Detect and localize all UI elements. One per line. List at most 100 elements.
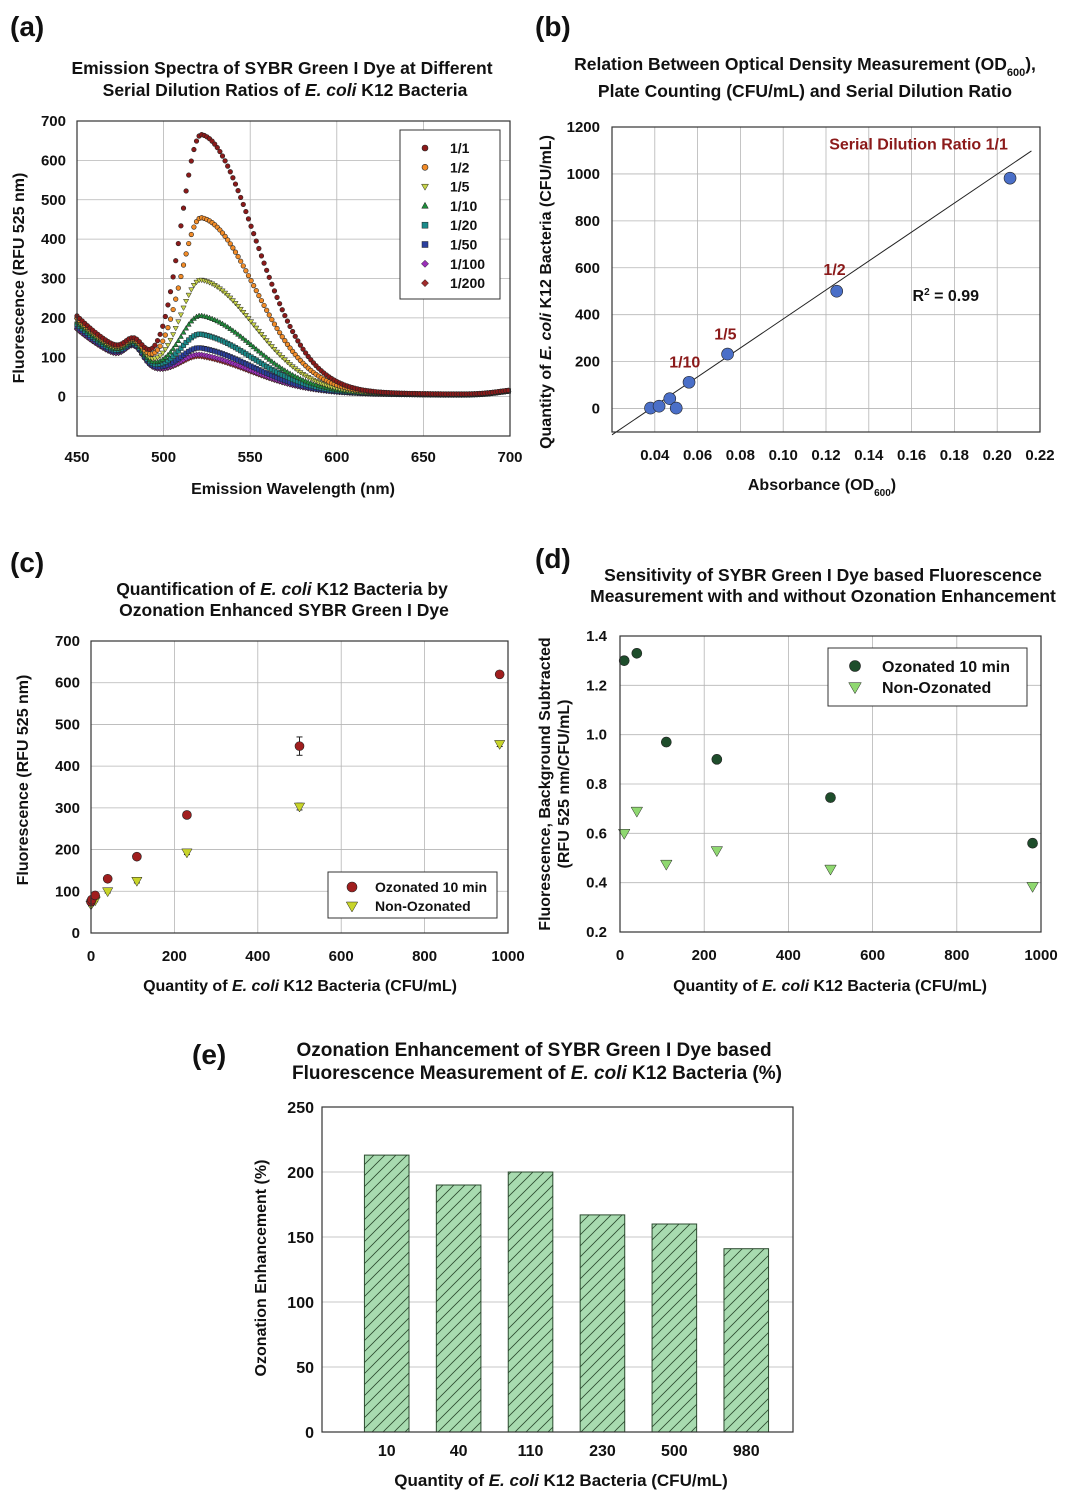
x-tick-label: 980: [733, 1443, 760, 1460]
spectrum-point: [222, 233, 228, 239]
x-tick-label: 0.06: [683, 447, 712, 464]
spectrum-point: [170, 332, 177, 338]
data-point: [682, 375, 696, 389]
data-point: [661, 736, 672, 748]
spectrum-point: [295, 338, 301, 344]
spectrum-point: [230, 245, 236, 251]
x-tick-label: 110: [518, 1443, 544, 1460]
spectrum-point: [279, 334, 285, 340]
panel-b-points: [611, 150, 1032, 436]
spectrum-point: [261, 352, 268, 358]
spectrum-point: [157, 353, 164, 359]
y-tick-label: 300: [41, 271, 66, 288]
spectrum-point: [170, 306, 176, 313]
spectrum-point: [277, 301, 283, 307]
spectrum-point: [238, 194, 244, 201]
spectrum-point: [185, 292, 192, 299]
data-point: [618, 829, 631, 840]
spectrum-point: [177, 312, 184, 318]
panel-d-title-line1: Sensitivity of SYBR Green I Dye based Fl…: [604, 565, 1042, 585]
spectrum-point: [183, 325, 190, 331]
spectrum-point: [287, 323, 293, 330]
data-point: [1003, 171, 1017, 185]
data-point: [182, 810, 192, 820]
x-tick-label: 0.04: [640, 447, 670, 464]
legend-entry: 1/1: [450, 140, 470, 156]
panel-c-title-line2: Ozonation Enhanced SYBR Green I Dye: [119, 600, 449, 620]
spectrum-point: [276, 352, 283, 358]
spectrum-point: [258, 350, 265, 356]
spectrum-point: [183, 251, 189, 257]
spectrum-point: [180, 205, 187, 211]
spectrum-point: [238, 258, 244, 264]
spectrum-point: [170, 345, 177, 351]
panel-d-legend: Ozonated 10 min Non-Ozonated: [827, 647, 1028, 707]
spectrum-point: [157, 331, 163, 337]
panel-c-label: (c): [10, 547, 44, 578]
spectrum-point: [245, 316, 252, 322]
spectrum-point: [183, 339, 189, 346]
spectrum-point: [173, 258, 179, 264]
panel-c-legend: Ozonated 10 min Non-Ozonated: [327, 871, 498, 919]
spectrum-point: [186, 172, 192, 178]
spectrum-point: [167, 289, 174, 295]
spectrum-point: [245, 216, 252, 222]
spectrum-point: [175, 337, 182, 343]
y-tick-label: 0: [72, 925, 80, 942]
spectrum-point: [167, 337, 174, 344]
x-tick-label: 600: [860, 947, 885, 964]
spectrum-point: [191, 146, 197, 153]
spectrum-point: [292, 333, 298, 339]
legend-entry: Ozonated 10 min: [375, 879, 487, 895]
spectrum-point: [165, 325, 171, 331]
spectrum-point: [219, 320, 226, 326]
spectrum-point: [261, 302, 267, 309]
spectrum-point: [188, 317, 195, 324]
spectrum-point: [273, 349, 281, 356]
spectrum-point: [243, 268, 249, 274]
legend-box: [399, 129, 501, 300]
legend-box: [327, 871, 498, 919]
y-tick-label: 700: [41, 113, 66, 130]
spectrum-point: [274, 362, 280, 368]
panel-a-series: [73, 132, 512, 399]
panel-b-grid: [612, 127, 1040, 432]
legend-entry: Non-Ozonated: [375, 898, 471, 914]
spectrum-point: [157, 343, 163, 349]
panel-e-tick-labels: 0 50 100 150 200 250 10 40 110 230 500 980: [287, 1100, 759, 1460]
spectrum-point: [214, 144, 220, 151]
data-point: [721, 347, 734, 361]
panel-b-tick-labels: 0.04 0.06 0.08 0.10 0.12 0.14 0.16 0.18 0.20 0.22…: [567, 119, 1055, 464]
panel-d-y-axis-label-line1: Fluorescence, Background Subtracted: [537, 637, 554, 930]
x-tick-label: 650: [411, 449, 436, 466]
legend-marker: [421, 144, 429, 152]
panel-e: (e) Ozonation Enhancement of SYBR Green …: [192, 1039, 794, 1490]
spectrum-point: [240, 309, 247, 316]
legend-box: [827, 647, 1028, 707]
x-tick-label: 600: [329, 948, 354, 965]
y-tick-label: 100: [287, 1295, 314, 1312]
y-tick-label: 0.6: [586, 825, 607, 842]
series-ozonated-10-min: [618, 647, 1038, 849]
spectrum-point: [190, 283, 197, 289]
panel-c-x-axis-label: Quantity of E. coli K12 Bacteria (CFU/mL…: [143, 978, 457, 995]
y-tick-label: 0.2: [586, 924, 607, 941]
spectrum-point: [274, 325, 280, 332]
spectrum-point: [271, 347, 278, 353]
dilution-annotation: 1/2: [823, 262, 845, 279]
spectrum-point: [185, 321, 192, 327]
y-tick-label: 300: [55, 800, 80, 817]
dilution-annotation: 1/10: [669, 354, 700, 371]
series-ozonated-10-min: [86, 669, 505, 907]
panel-b-plot-frame: [611, 126, 1041, 433]
spectrum-point: [172, 326, 179, 332]
legend-marker: [421, 164, 429, 171]
y-tick-label: 200: [287, 1165, 314, 1182]
spectrum-point: [281, 367, 288, 373]
spectrum-point: [224, 323, 231, 330]
spectrum-point: [188, 287, 195, 293]
panel-c: (c) Quantification of E. coli K12 Bacter…: [10, 547, 525, 995]
spectrum-point: [248, 223, 254, 229]
data-point: [710, 846, 724, 858]
spectrum-point: [165, 302, 171, 308]
